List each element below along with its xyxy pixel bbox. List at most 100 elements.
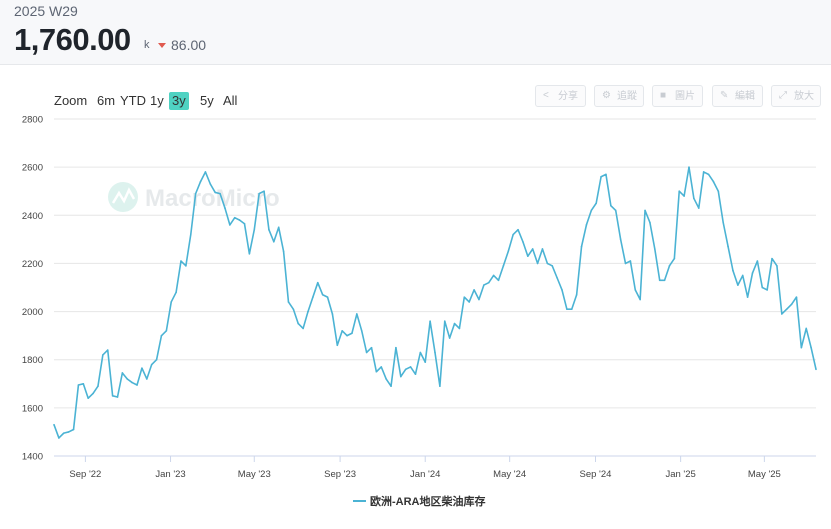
zoom-5y-button[interactable]: 5y [200,93,214,108]
data-point [468,301,470,303]
data-point [58,437,60,439]
data-point [102,354,104,356]
data-point [209,183,212,185]
data-point [150,363,153,366]
data-point [741,274,744,277]
data-point [668,265,671,267]
data-point [712,180,715,183]
data-point [282,250,285,253]
data-point [346,334,348,337]
y-tick-label: 1400 [22,452,43,463]
data-point [443,320,446,323]
data-point [453,322,456,325]
data-point [512,233,514,236]
x-tick-label: Sep '23 [324,469,356,480]
data-point [502,265,505,267]
data-point [424,361,427,363]
track-icon: ⚙ [602,90,611,101]
data-point [297,322,300,325]
zoom-ytd-button[interactable]: YTD [120,93,146,108]
data-point [702,171,705,173]
data-point [316,281,319,284]
data-point [624,262,627,265]
data-point [189,233,192,236]
data-point [248,253,251,255]
edit-button[interactable]: ✎ 編輯 [712,85,763,107]
track-button[interactable]: ⚙ 追蹤 [594,85,644,107]
data-point [199,180,202,183]
image-button[interactable]: ■ 圖片 [652,85,703,107]
data-point [170,301,173,303]
data-point [678,190,681,193]
data-point [614,209,617,212]
zoom-all-button[interactable]: All [223,93,238,108]
data-point [77,384,80,386]
zoom-1y-button[interactable]: 1y [150,93,164,108]
data-point [561,289,563,291]
data-point [737,284,739,286]
data-point [121,372,124,374]
data-point [194,192,197,195]
data-point [619,238,622,241]
data-point [414,373,417,375]
data-point [326,296,329,298]
data-point [287,301,290,303]
data-point [204,171,207,173]
data-point [360,330,363,332]
data-point [224,207,226,209]
data-point [136,384,138,386]
legend-item: 欧洲-ARA地区柴油库存 [370,494,486,508]
data-point [585,224,588,226]
data-point [658,279,661,282]
change-value: 86.00 [171,37,207,53]
data-point [180,260,182,262]
share-button[interactable]: < 分享 [535,85,586,107]
data-point [82,382,85,385]
period-label: 2025 W29 [14,3,78,19]
x-tick-label: Jan '23 [155,469,185,480]
data-point [111,395,114,397]
share-button-label: 分享 [558,91,578,102]
data-point [439,385,441,387]
data-point [776,265,778,267]
data-point [106,349,109,351]
x-tick-label: May '25 [748,469,781,480]
data-point [116,396,119,398]
zoom-6m-button[interactable]: 6m [97,93,116,108]
data-point [233,216,236,219]
data-point [683,195,685,197]
expand-button[interactable]: ⤢ 放大 [771,85,821,107]
data-point [570,308,573,310]
data-point [688,166,690,168]
data-point [732,269,734,272]
data-point [746,296,749,298]
data-point [590,209,593,212]
zoom-3y-button[interactable]: 3y [169,92,189,110]
data-point [214,191,216,194]
y-tick-label: 1800 [22,355,43,366]
y-tick-label: 1600 [22,403,43,414]
data-point [370,346,373,349]
data-point [541,248,544,250]
data-point [644,209,646,212]
data-point [87,397,89,400]
data-point [531,248,534,250]
data-point [351,332,353,335]
data-point [155,358,158,361]
y-tick-label: 2600 [22,163,43,174]
data-point [507,250,510,253]
y-tick-label: 2800 [22,115,43,126]
data-point [575,293,578,296]
data-point [263,190,265,193]
data-point [761,286,764,289]
data-point [292,308,295,310]
data-point [175,291,177,294]
data-point [478,298,480,301]
data-point [673,257,676,260]
data-point [580,245,583,248]
data-point [253,228,256,231]
data-point [600,175,602,178]
data-point [321,293,324,296]
data-point [556,277,558,279]
